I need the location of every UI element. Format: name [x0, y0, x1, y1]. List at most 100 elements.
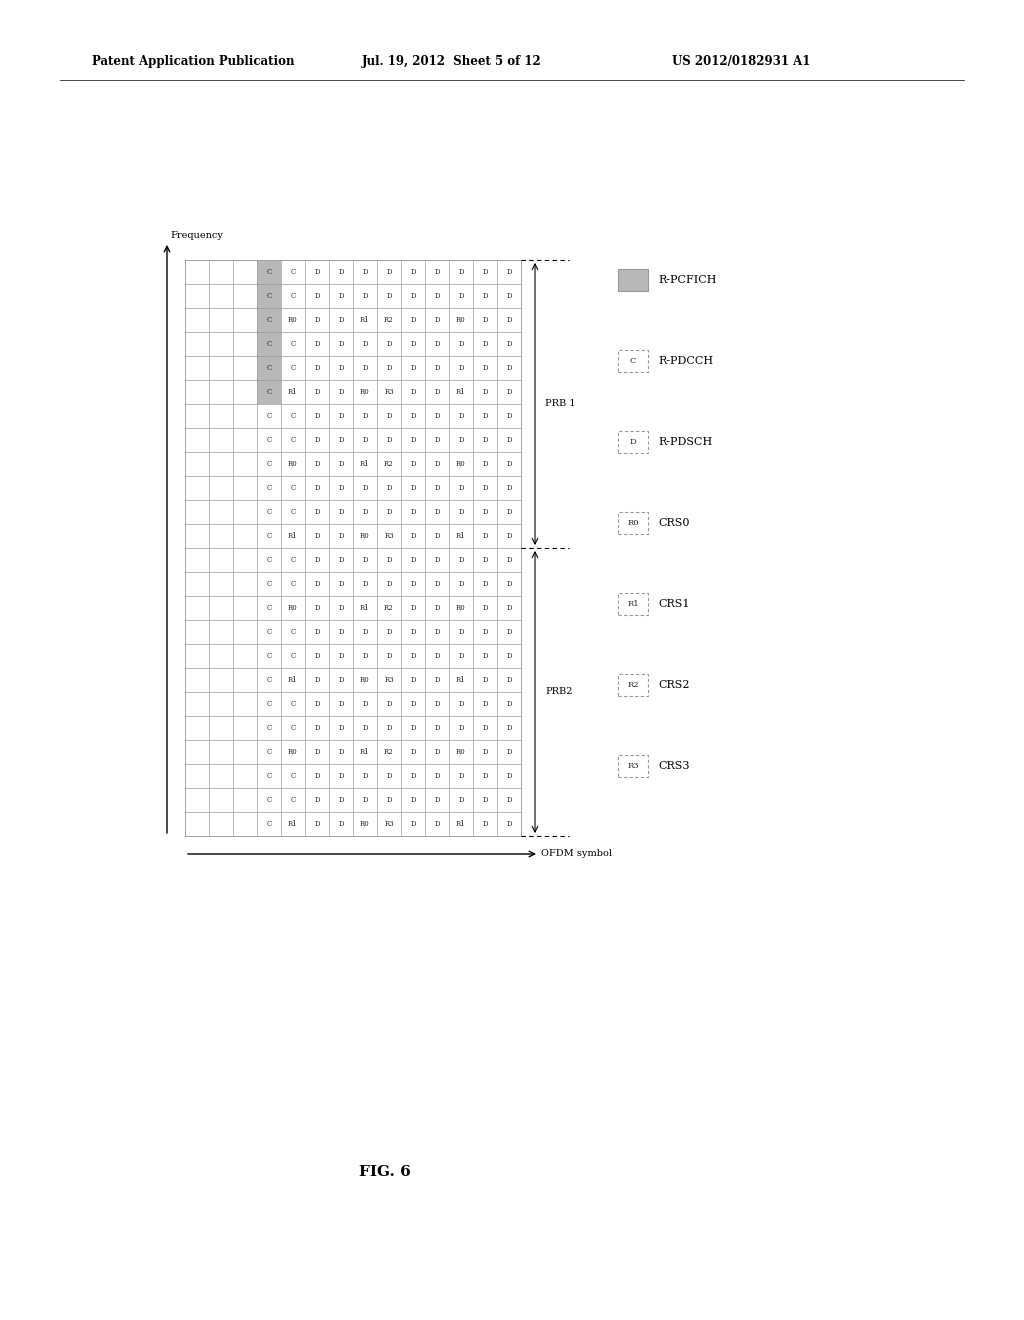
Text: D: D — [314, 772, 319, 780]
Text: R1: R1 — [288, 820, 298, 828]
Text: D: D — [506, 459, 512, 469]
Text: D: D — [314, 676, 319, 684]
Text: D: D — [434, 556, 439, 564]
Text: D: D — [459, 412, 464, 420]
Text: R0: R0 — [288, 605, 298, 612]
Text: D: D — [434, 772, 439, 780]
Text: D: D — [314, 315, 319, 323]
Text: D: D — [506, 605, 512, 612]
Text: D: D — [362, 364, 368, 372]
Text: D: D — [338, 820, 344, 828]
FancyBboxPatch shape — [618, 512, 648, 533]
Text: R1: R1 — [456, 820, 466, 828]
Text: D: D — [459, 364, 464, 372]
Text: D: D — [482, 700, 487, 708]
Text: D: D — [506, 508, 512, 516]
Text: D: D — [314, 292, 319, 300]
Text: D: D — [338, 388, 344, 396]
Text: D: D — [338, 341, 344, 348]
Text: D: D — [506, 556, 512, 564]
Text: D: D — [386, 556, 392, 564]
Text: D: D — [482, 820, 487, 828]
Text: D: D — [434, 388, 439, 396]
Text: D: D — [411, 268, 416, 276]
Text: D: D — [338, 723, 344, 733]
FancyBboxPatch shape — [618, 430, 648, 453]
Text: D: D — [386, 652, 392, 660]
Text: C: C — [266, 364, 271, 372]
Text: D: D — [411, 412, 416, 420]
Text: R0: R0 — [456, 748, 466, 756]
Text: D: D — [482, 292, 487, 300]
Bar — [185, 260, 521, 836]
Text: D: D — [411, 628, 416, 636]
Text: D: D — [386, 508, 392, 516]
Text: CRS1: CRS1 — [658, 599, 689, 609]
Text: R3: R3 — [627, 762, 639, 770]
Text: R3: R3 — [384, 388, 394, 396]
Text: D: D — [434, 796, 439, 804]
Text: D: D — [482, 532, 487, 540]
Text: C: C — [266, 341, 271, 348]
Text: C: C — [266, 772, 271, 780]
Text: D: D — [459, 700, 464, 708]
Text: C: C — [266, 412, 271, 420]
Text: D: D — [411, 796, 416, 804]
Text: D: D — [506, 341, 512, 348]
Text: D: D — [362, 436, 368, 444]
Text: D: D — [482, 341, 487, 348]
Text: D: D — [434, 459, 439, 469]
Text: D: D — [506, 388, 512, 396]
Text: D: D — [338, 412, 344, 420]
Text: C: C — [291, 341, 296, 348]
Text: R1: R1 — [456, 388, 466, 396]
Text: C: C — [266, 628, 271, 636]
Text: C: C — [291, 652, 296, 660]
Text: D: D — [434, 292, 439, 300]
Text: C: C — [266, 556, 271, 564]
Text: D: D — [506, 652, 512, 660]
Text: C: C — [291, 700, 296, 708]
Text: D: D — [338, 556, 344, 564]
Text: D: D — [338, 315, 344, 323]
Text: D: D — [459, 436, 464, 444]
Text: C: C — [266, 579, 271, 587]
Text: D: D — [459, 292, 464, 300]
Text: D: D — [362, 652, 368, 660]
Text: D: D — [386, 579, 392, 587]
Text: D: D — [506, 723, 512, 733]
Text: D: D — [459, 508, 464, 516]
Text: D: D — [314, 579, 319, 587]
Text: D: D — [362, 579, 368, 587]
Text: CRS2: CRS2 — [658, 680, 689, 689]
Text: D: D — [411, 652, 416, 660]
Text: D: D — [386, 364, 392, 372]
Text: D: D — [459, 556, 464, 564]
Text: R2: R2 — [384, 748, 394, 756]
Text: D: D — [434, 700, 439, 708]
Text: C: C — [291, 772, 296, 780]
Text: D: D — [362, 292, 368, 300]
Text: D: D — [482, 315, 487, 323]
Text: D: D — [506, 268, 512, 276]
Text: D: D — [411, 556, 416, 564]
Text: R1: R1 — [360, 459, 370, 469]
Text: D: D — [482, 412, 487, 420]
Text: D: D — [506, 532, 512, 540]
Text: D: D — [506, 292, 512, 300]
Text: D: D — [314, 412, 319, 420]
Text: D: D — [362, 268, 368, 276]
Text: C: C — [266, 459, 271, 469]
Text: R3: R3 — [384, 820, 394, 828]
Text: D: D — [482, 268, 487, 276]
Text: D: D — [506, 820, 512, 828]
Text: D: D — [386, 700, 392, 708]
Text: R1: R1 — [288, 676, 298, 684]
Text: D: D — [434, 652, 439, 660]
Text: R1: R1 — [360, 605, 370, 612]
Text: D: D — [434, 341, 439, 348]
Text: CRS0: CRS0 — [658, 517, 689, 528]
Text: D: D — [411, 772, 416, 780]
Text: R0: R0 — [456, 605, 466, 612]
Text: D: D — [482, 364, 487, 372]
